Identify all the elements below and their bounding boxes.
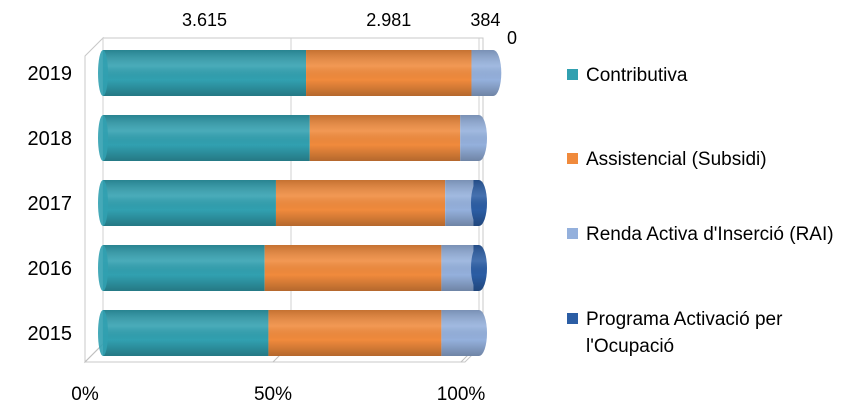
- bar-contributiva-2018: [103, 115, 310, 161]
- legend-item-contributiva: Contributiva: [567, 62, 841, 89]
- category-label-2019: 2019: [28, 63, 73, 85]
- bar-contributiva-2019: [103, 50, 307, 96]
- bar-assistencial-subsidi-2015: [268, 310, 442, 356]
- bar-assistencial-subsidi-2016: [264, 245, 442, 291]
- bar-shade: [264, 245, 442, 291]
- data-label-programa-activacio-per-l-ocupacio: 0: [507, 28, 517, 48]
- bar-assistencial-subsidi-2018: [309, 115, 461, 161]
- bar-cap-end-shade: [485, 50, 502, 96]
- bar-cap-end-shade: [471, 180, 487, 226]
- bar-cap-start-2017: [98, 180, 108, 226]
- stacked-bar-chart: 2015 2016 2017 2018 2019 3.615 2.981 384 0 0% 50% 1…: [28, 10, 518, 405]
- category-label-2018: 2018: [28, 128, 73, 150]
- legend-label-assistencial: Assistencial (Subsidi): [586, 149, 767, 170]
- bar-contributiva-2016: [103, 245, 265, 291]
- bar-shade: [275, 180, 446, 226]
- bar-shade: [103, 50, 307, 96]
- legend-label-contributiva: Contributiva: [586, 65, 688, 86]
- x-tick-label: 0%: [71, 384, 99, 405]
- bar-shade: [309, 115, 461, 161]
- bar-cap-start-2016: [98, 245, 108, 291]
- bar-cap-end-shade: [471, 310, 487, 356]
- bar-shade: [441, 245, 474, 291]
- bar-cap-end-shade: [471, 115, 487, 161]
- legend-label-rai: Renda Activa d'Inserció (RAI): [586, 224, 834, 245]
- data-label-renda-activa-d-insercio-rai: 384: [470, 10, 500, 30]
- x-tick-label: 100%: [437, 384, 486, 405]
- bar-renda-activa-d-insercio-rai-2016: [441, 245, 474, 291]
- legend-item-programa-activacio: Programa Activació per l'Ocupació: [567, 306, 841, 360]
- category-label-2017: 2017: [28, 193, 73, 215]
- bars-group: [98, 50, 502, 356]
- x-tick-label: 50%: [254, 384, 292, 405]
- bar-assistencial-subsidi-2019: [306, 50, 472, 96]
- bar-cap-start-2018: [98, 115, 108, 161]
- bar-contributiva-2017: [103, 180, 276, 226]
- bar-shade: [445, 180, 474, 226]
- bar-cap-start-2015: [98, 310, 108, 356]
- legend-swatch-rai: [567, 228, 578, 239]
- legend-item-assistencial: Assistencial (Subsidi): [567, 146, 841, 173]
- labels-group: 2015 2016 2017 2018 2019 3.615 2.981 384 0 0% 50% 1…: [28, 10, 518, 405]
- bar-shade: [268, 310, 442, 356]
- legend-swatch-programa-activacio: [567, 313, 578, 324]
- bar-shade: [103, 310, 269, 356]
- bar-contributiva-2015: [103, 310, 269, 356]
- legend-swatch-contributiva: [567, 69, 578, 80]
- category-label-2015: 2015: [28, 323, 73, 345]
- bar-renda-activa-d-insercio-rai-2015: [441, 310, 479, 356]
- legend-item-rai: Renda Activa d'Inserció (RAI): [567, 221, 841, 248]
- bar-shade: [103, 115, 310, 161]
- legend-swatch-assistencial: [567, 153, 578, 164]
- bar-shade: [103, 180, 276, 226]
- bar-assistencial-subsidi-2017: [275, 180, 446, 226]
- bar-renda-activa-d-insercio-rai-2017: [445, 180, 474, 226]
- bar-shade: [306, 50, 472, 96]
- bar-shade: [103, 245, 265, 291]
- bar-cap-end-shade: [471, 245, 487, 291]
- data-label-assistencial-subsidi: 2.981: [366, 10, 411, 30]
- data-label-contributiva: 3.615: [182, 10, 227, 30]
- bar-cap-start-2019: [98, 50, 108, 96]
- category-label-2016: 2016: [28, 258, 73, 280]
- legend-label-programa-activacio: Programa Activació per l'Ocupació: [586, 309, 783, 357]
